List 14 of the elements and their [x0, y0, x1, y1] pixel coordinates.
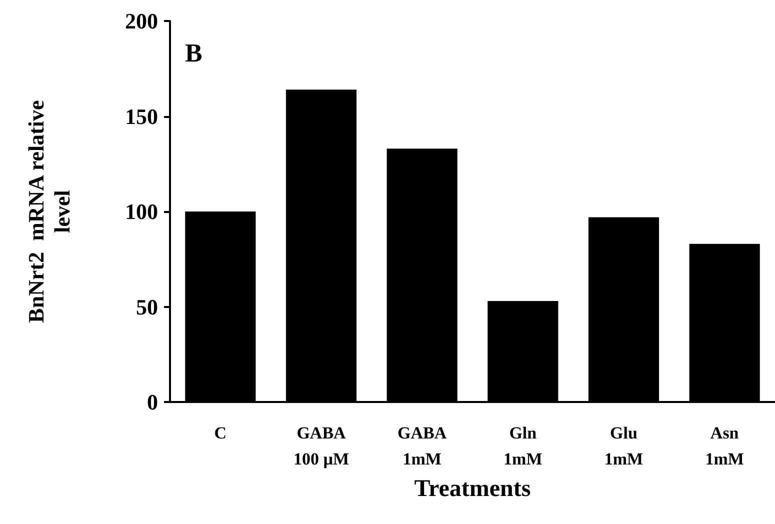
x-tick-label: C	[214, 424, 227, 442]
x-axis-title: Treatments	[414, 476, 531, 502]
y-tick-label: 0	[147, 390, 158, 414]
x-tick-label: Asn 1mM	[705, 424, 744, 468]
annotation: B	[185, 38, 202, 68]
y-tick-label: 50	[136, 294, 158, 320]
y-tick-label: 200	[125, 8, 158, 34]
y-tick-label: 150	[125, 104, 158, 129]
x-tick-label: Gln 1mM	[504, 424, 542, 468]
x-tick-label: GABA 1mM	[398, 424, 448, 468]
x-tick-label: GABA 100 µM	[293, 424, 350, 468]
y-tick-label: 100	[125, 199, 158, 224]
x-tick-label: Glu 1mM	[604, 424, 644, 468]
y-axis-title: BnNrt2 mRNA relative level	[24, 100, 74, 323]
